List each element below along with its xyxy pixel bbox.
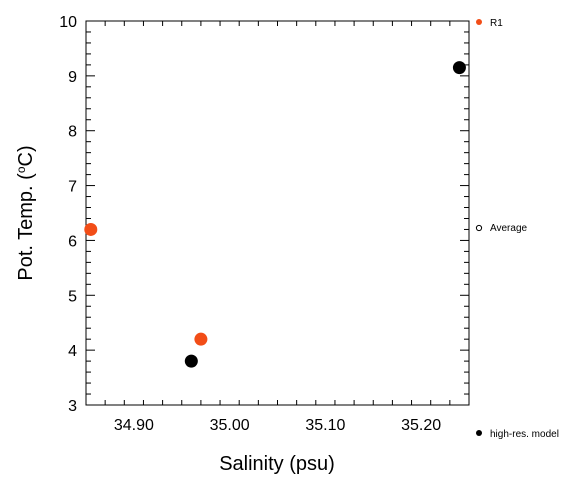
data-point-r1 — [84, 222, 98, 236]
y-axis-title-end: C) — [15, 145, 37, 166]
x-tick-label: 35.10 — [305, 417, 345, 434]
data-point-high-res-model — [184, 354, 198, 368]
y-tick-label: 8 — [68, 124, 77, 141]
x-tick-label: 34.90 — [114, 417, 154, 434]
legend-label-average: Average — [490, 223, 528, 234]
x-axis-title: Salinity (psu) — [219, 453, 335, 475]
legend-marker-high-res-model — [476, 430, 482, 436]
legend-label-high-res-model: high-res. model — [490, 429, 559, 440]
legend-label-r1: R1 — [490, 18, 503, 29]
y-tick-label: 6 — [68, 233, 77, 250]
y-axis-title: Pot. Temp. (oC) — [14, 145, 37, 280]
y-tick-label: 4 — [68, 343, 77, 360]
x-tick-label: 35.20 — [401, 417, 441, 434]
y-tick-label: 7 — [68, 179, 77, 196]
legend: R1 Average high-res. model — [475, 18, 559, 440]
y-tick-label: 10 — [59, 14, 77, 31]
y-axis-title-main: Pot. Temp. ( — [15, 173, 37, 281]
data-points — [84, 61, 466, 368]
y-tick-label: 3 — [68, 398, 77, 415]
data-point-r1 — [194, 332, 208, 346]
tick-labels: 34.90 35.00 35.10 35.20 3 4 5 6 7 8 9 10 — [59, 14, 441, 434]
y-tick-label: 5 — [68, 288, 77, 305]
plot-area-frame — [85, 20, 470, 406]
legend-marker-average — [475, 224, 483, 232]
axis-ticks — [85, 20, 470, 406]
data-point-high-res-model — [452, 61, 466, 75]
x-tick-label: 35.00 — [210, 417, 250, 434]
legend-marker-r1 — [476, 19, 482, 25]
y-axis-title-superscript: o — [14, 166, 28, 173]
y-tick-label: 9 — [68, 69, 77, 86]
